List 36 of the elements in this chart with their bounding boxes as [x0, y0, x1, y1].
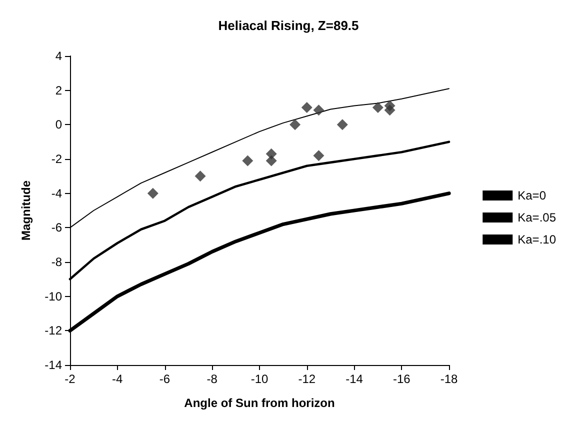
- point: [336, 119, 348, 130]
- y-tick-label: 2: [55, 83, 62, 98]
- y-tick-label: -2: [51, 152, 62, 166]
- point: [194, 170, 206, 182]
- y-tick-label: -10: [44, 289, 62, 304]
- y-tick-label: -8: [51, 255, 62, 269]
- point: [290, 119, 301, 130]
- point: [242, 155, 254, 166]
- x-tick-label: -8: [206, 372, 218, 386]
- legend-label: Ka=.10: [518, 232, 556, 246]
- x-tick-label: -10: [250, 372, 268, 386]
- x-tick-label: -18: [440, 372, 458, 386]
- point: [301, 102, 312, 113]
- x-axis-title: Angle of Sun from horizon: [184, 396, 335, 410]
- x-tick-label: -12: [298, 372, 316, 386]
- x-tick-label: -14: [346, 372, 364, 386]
- x-tick-label: -4: [112, 372, 124, 386]
- point: [266, 155, 277, 166]
- x-tick-label: -2: [64, 372, 76, 386]
- y-tick-label: -14: [44, 358, 62, 372]
- point: [147, 188, 158, 199]
- y-tick-label: -6: [51, 220, 62, 235]
- legend-label: Ka=.05: [518, 210, 556, 224]
- y-tick-label: 0: [55, 118, 62, 132]
- point: [384, 104, 396, 116]
- chart-title: Heliacal Rising, Z=89.5: [218, 18, 359, 33]
- y-axis-title: Magnitude: [19, 180, 33, 240]
- legend-label: Ka=0: [518, 188, 546, 202]
- x-tick-label: -6: [159, 372, 170, 386]
- point: [313, 150, 324, 162]
- y-tick-label: 4: [55, 49, 62, 63]
- x-tick-label: -16: [392, 372, 411, 386]
- point: [372, 102, 384, 113]
- y-tick-label: -4: [51, 186, 62, 200]
- point: [313, 104, 324, 116]
- y-tick-label: -12: [44, 324, 62, 338]
